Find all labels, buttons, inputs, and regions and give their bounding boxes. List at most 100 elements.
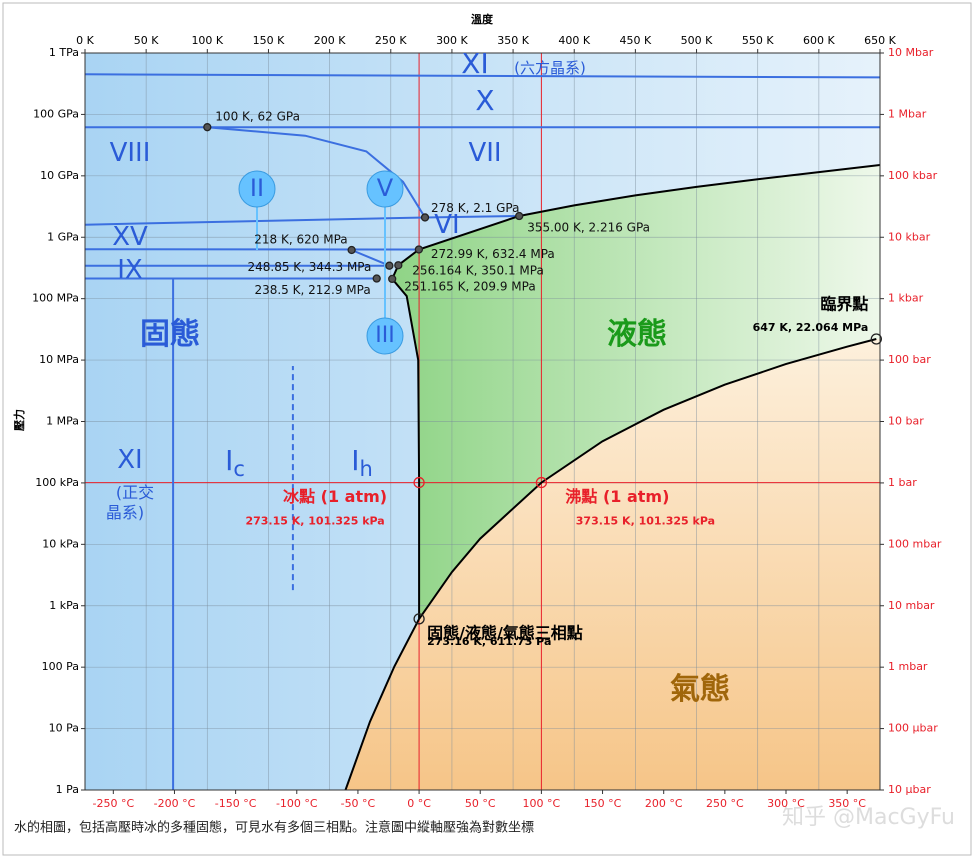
y-tick-label: 1 TPa	[49, 46, 79, 59]
x-tick-label: 550 K	[742, 34, 774, 47]
point-label: 272.99 K, 632.4 MPa	[431, 247, 555, 261]
x-tick-label: 450 K	[620, 34, 652, 47]
phase-point	[515, 211, 524, 221]
region-text: I	[225, 444, 233, 477]
y-tick-label: 100 Pa	[42, 660, 79, 673]
region-text: (正交	[116, 483, 154, 502]
x-tick-label: 150 K	[253, 34, 285, 47]
phase-curve	[519, 164, 880, 217]
x2-tick-label: -250 °C	[92, 797, 134, 810]
point-label: 647 K, 22.064 MPa	[753, 321, 869, 334]
region-label: (正交	[116, 483, 154, 502]
x-tick-label: 500 K	[681, 34, 713, 47]
region-label: VI	[434, 210, 459, 240]
x-tick-label: 400 K	[558, 34, 590, 47]
y-tick-label: 1 kPa	[49, 599, 79, 612]
x-tick-label: 100 K	[191, 34, 223, 47]
x-tick-label: 0 K	[76, 34, 94, 47]
region-label: V	[377, 174, 394, 202]
y-tick-label: 10 MPa	[39, 353, 79, 366]
phase-point	[420, 213, 430, 222]
phase-boundary	[85, 73, 880, 79]
phase-point	[535, 476, 548, 489]
x2-tick-label: -100 °C	[276, 797, 318, 810]
region-label: 氣態	[670, 672, 730, 707]
phase-point	[372, 274, 381, 283]
y2-tick-label: 100 mbar	[888, 537, 942, 550]
y2-tick-label: 100 µbar	[888, 722, 938, 735]
region-label: VIII	[110, 138, 151, 168]
region-label: 固態	[140, 317, 200, 352]
region-text: III	[375, 323, 394, 348]
phase-point	[347, 245, 356, 255]
y-tick-label: 100 MPa	[32, 292, 79, 305]
y2-tick-label: 100 kbar	[888, 169, 938, 182]
region-subscript: c	[233, 457, 245, 481]
y-tick-label: 10 kPa	[42, 537, 79, 550]
phase-point	[413, 613, 425, 625]
y2-tick-label: 10 bar	[888, 415, 924, 428]
region-text: IX	[117, 255, 142, 285]
region-label: Ic	[225, 444, 245, 481]
y2-tick-label: 10 Mbar	[888, 46, 934, 59]
phase-point	[414, 245, 424, 254]
phase-boundary	[424, 215, 520, 219]
region-text: XV	[112, 222, 148, 252]
x2-tick-label: -200 °C	[154, 797, 196, 810]
point-label: 373.15 K, 101.325 kPa	[576, 515, 715, 528]
x-tick-label: 50 K	[134, 34, 159, 47]
y2-tick-label: 10 mbar	[888, 599, 935, 612]
region-text: XI	[461, 47, 488, 80]
y-tick-label: 1 MPa	[46, 415, 79, 428]
liquid-region	[392, 165, 880, 619]
x-tick-label: 200 K	[314, 34, 346, 47]
y2-tick-label: 1 bar	[888, 476, 917, 489]
x-tick-label: 650 K	[864, 34, 896, 47]
caption: 水的相圖，包括高壓時冰的多種固態，可見水有多個三相點。注意圖中縱軸壓強為對數坐標	[14, 820, 534, 836]
point-label: 355.00 K, 2.216 GPa	[527, 221, 650, 235]
y-axis-title: 壓力	[12, 409, 26, 431]
phase-curve	[418, 338, 877, 620]
point-name: 臨界點	[820, 294, 868, 313]
region-text: VI	[434, 210, 459, 240]
label-circle	[238, 170, 276, 208]
region-text: XI	[117, 445, 142, 475]
x2-tick-label: 300 °C	[767, 797, 805, 810]
y-tick-label: 10 GPa	[40, 169, 79, 182]
point-label: 238.5 K, 212.9 MPa	[254, 283, 370, 297]
x2-tick-label: -50 °C	[341, 797, 376, 810]
phase-point	[388, 274, 397, 284]
x-tick-label: 350 K	[497, 34, 529, 47]
region-label: IX	[117, 255, 142, 285]
x2-tick-label: 150 °C	[584, 797, 622, 810]
region-text: V	[377, 174, 394, 202]
point-label: 218 K, 620 MPa	[254, 233, 347, 247]
region-text: 晶系)	[106, 503, 144, 522]
region-label: 晶系)	[106, 503, 144, 522]
y2-tick-label: 10 kbar	[888, 230, 931, 243]
x2-tick-label: 250 °C	[706, 797, 744, 810]
x-axis-title: 溫度	[471, 12, 494, 26]
phase-boundary	[351, 249, 390, 267]
point-label: 273.15 K, 101.325 kPa	[245, 515, 384, 528]
point-label: 251.165 K, 209.9 MPa	[404, 279, 536, 293]
phase-point	[203, 123, 212, 132]
region-label: XV	[112, 222, 148, 252]
phase-point	[394, 261, 403, 270]
y2-tick-label: 1 kbar	[888, 292, 924, 305]
region-text: I	[351, 444, 359, 477]
y-tick-label: 100 kPa	[35, 476, 79, 489]
x2-tick-label: 350 °C	[828, 797, 866, 810]
y2-tick-label: 1 Mbar	[888, 107, 927, 120]
x2-tick-label: 0 °C	[407, 797, 431, 810]
point-name: 沸點 (1 atm)	[565, 487, 669, 506]
region-label: XI	[461, 47, 488, 80]
region-subscript: h	[359, 457, 372, 481]
label-circle	[366, 170, 404, 208]
phase-boundary	[85, 216, 426, 226]
phase-curve	[344, 618, 420, 790]
region-text: (六方晶系)	[514, 59, 586, 77]
phase-point	[413, 476, 425, 489]
region-label: XI	[117, 445, 142, 475]
